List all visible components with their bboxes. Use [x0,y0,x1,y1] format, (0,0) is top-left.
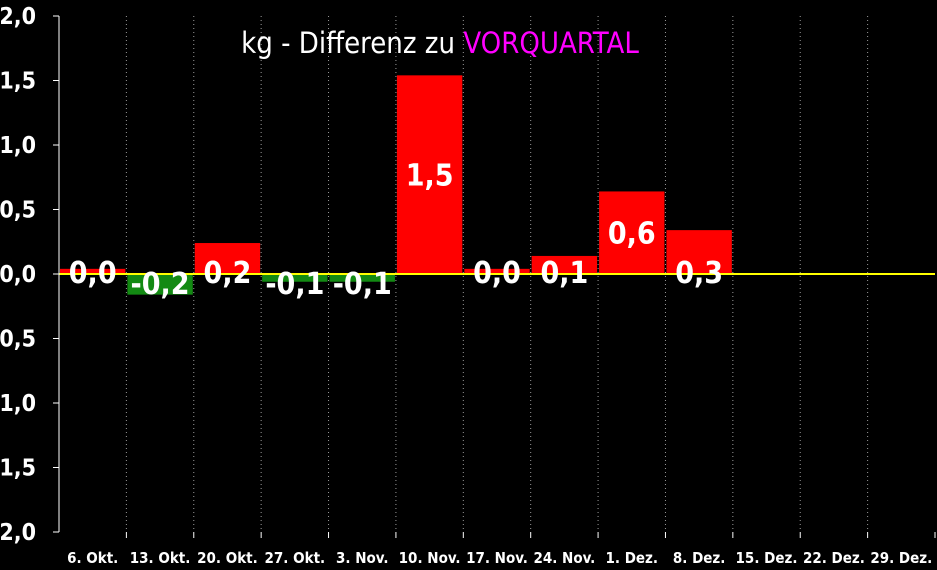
x-tick-label: 24. Nov. [533,549,595,567]
chart-title: kg - Differenz zu VORQUARTAL [241,26,639,60]
data-label: 0,0 [69,256,117,291]
bar [262,274,328,282]
x-tick-label: 17. Nov. [466,549,528,567]
x-tick-label: 10. Nov. [399,549,461,567]
bar [666,230,732,274]
data-label: -0,1 [333,267,392,302]
x-tick-label: 3. Nov. [336,549,388,567]
y-tick-label: 0,5 [0,198,36,224]
x-tick-label: 20. Okt. [197,549,258,567]
x-tick-label: 15. Dez. [736,549,798,567]
bars [60,75,732,295]
x-tick-label: 22. Dez. [803,549,865,567]
x-tick-label: 8. Dez. [673,549,726,567]
y-tick-label: -1,0 [0,391,36,417]
data-label: 0,6 [608,217,656,252]
bar [60,268,126,274]
data-label: 0,1 [540,256,588,291]
y-tick-label: -1,5 [0,456,36,482]
y-tick-label: -2,0 [0,520,36,546]
x-tick-label: 27. Okt. [265,549,326,567]
y-axis-ticks: -2,0 -1,5 -1,0 -0,5 0,0 0,5 1,0 1,5 2,0 [0,4,59,546]
data-label: -0,1 [265,267,324,302]
y-tick-label: 1,0 [0,133,36,159]
x-tick-label: 1. Dez. [605,549,658,567]
bar [127,274,193,295]
bar [464,268,530,274]
data-labels: 0,0 -0,2 0,2 -0,1 -0,1 1,5 0,0 0,1 0,6 0,3 [69,159,723,302]
data-label: 0,0 [473,256,521,291]
y-tick-label: 2,0 [0,4,36,30]
x-tick-label: 13. Okt. [130,549,191,567]
x-tick-label: 6. Okt. [67,549,118,567]
chart-title-highlight: VORQUARTAL [463,26,639,60]
chart-title-prefix: kg - Differenz zu [241,26,463,60]
bar [531,255,598,274]
bar [194,243,261,274]
data-label: 0,3 [675,256,723,291]
x-tick-label: 29. Dez. [870,549,932,567]
data-label: -0,2 [131,267,190,302]
bar [329,274,395,282]
y-tick-label: 0,0 [0,262,36,288]
y-tick-label: -0,5 [0,327,36,353]
data-label: 1,5 [406,159,454,194]
data-label: 0,2 [204,256,252,291]
y-tick-label: 1,5 [0,69,36,95]
x-axis-ticks: 6. Okt. 13. Okt. 20. Okt. 27. Okt. 3. Nov. 10… [67,532,936,567]
bar [599,191,665,274]
bar [396,75,463,274]
